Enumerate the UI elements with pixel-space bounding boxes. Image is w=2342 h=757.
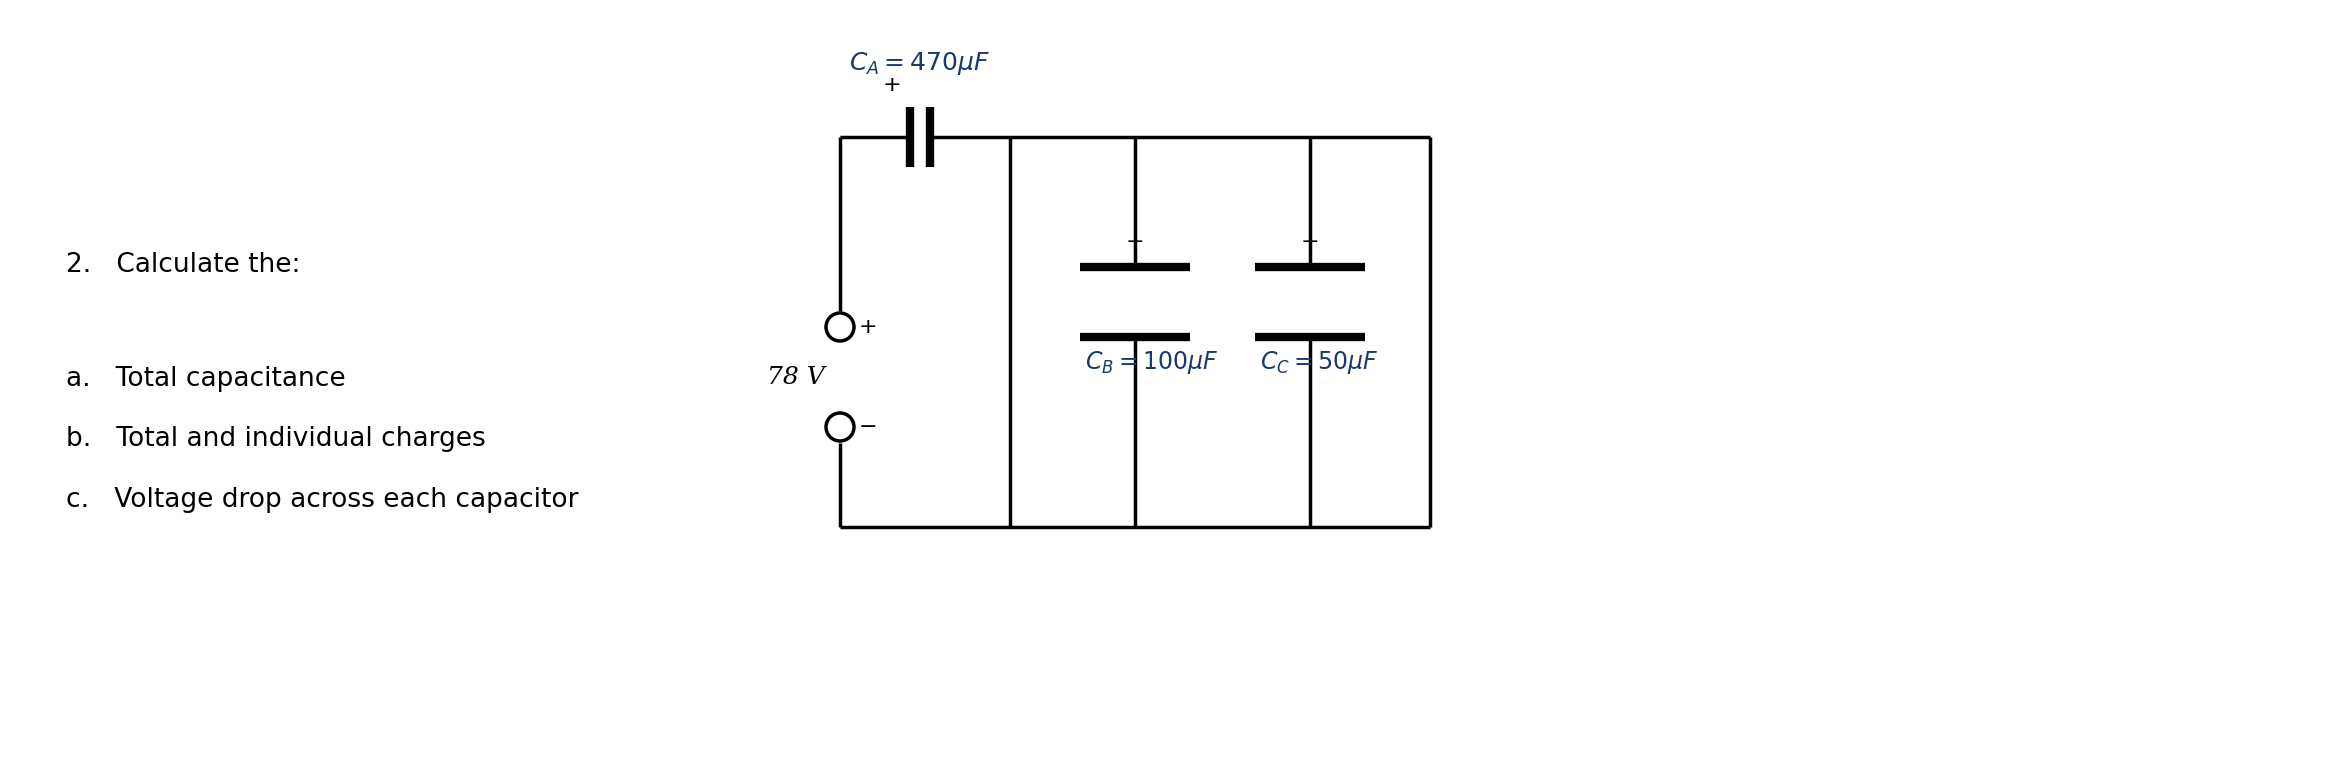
Text: +: + bbox=[860, 317, 878, 337]
Text: +: + bbox=[1300, 232, 1319, 252]
Text: b.   Total and individual charges: b. Total and individual charges bbox=[66, 426, 485, 452]
Text: 2.   Calculate the:: 2. Calculate the: bbox=[66, 252, 300, 278]
Text: −: − bbox=[860, 417, 878, 437]
Text: +: + bbox=[883, 75, 902, 95]
Text: a.   Total capacitance: a. Total capacitance bbox=[66, 366, 344, 391]
Text: c.   Voltage drop across each capacitor: c. Voltage drop across each capacitor bbox=[66, 487, 578, 512]
Text: 78 V: 78 V bbox=[768, 366, 824, 388]
Text: +: + bbox=[1127, 232, 1145, 252]
Text: $C_B = 100\mu F$: $C_B = 100\mu F$ bbox=[1084, 349, 1218, 376]
Text: $C_C = 50\mu F$: $C_C = 50\mu F$ bbox=[1260, 349, 1379, 376]
Text: $C_A = 470\mu F$: $C_A = 470\mu F$ bbox=[850, 50, 991, 77]
